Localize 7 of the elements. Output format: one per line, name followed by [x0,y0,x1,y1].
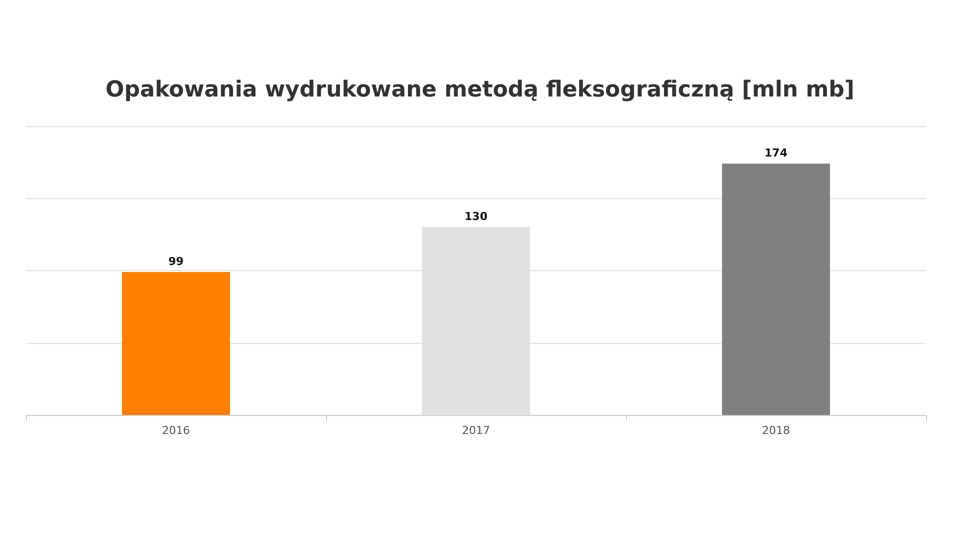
x-tick-label: 2017 [462,424,490,437]
chart-title: Opakowania wydrukowane metodą fleksograficzną [mln mb] [106,78,854,102]
data-label: 174 [764,146,788,160]
data-label: 130 [464,210,488,224]
x-tick-label: 2018 [762,424,790,437]
data-label: 99 [168,254,184,268]
x-tick-label: 2016 [162,424,190,437]
